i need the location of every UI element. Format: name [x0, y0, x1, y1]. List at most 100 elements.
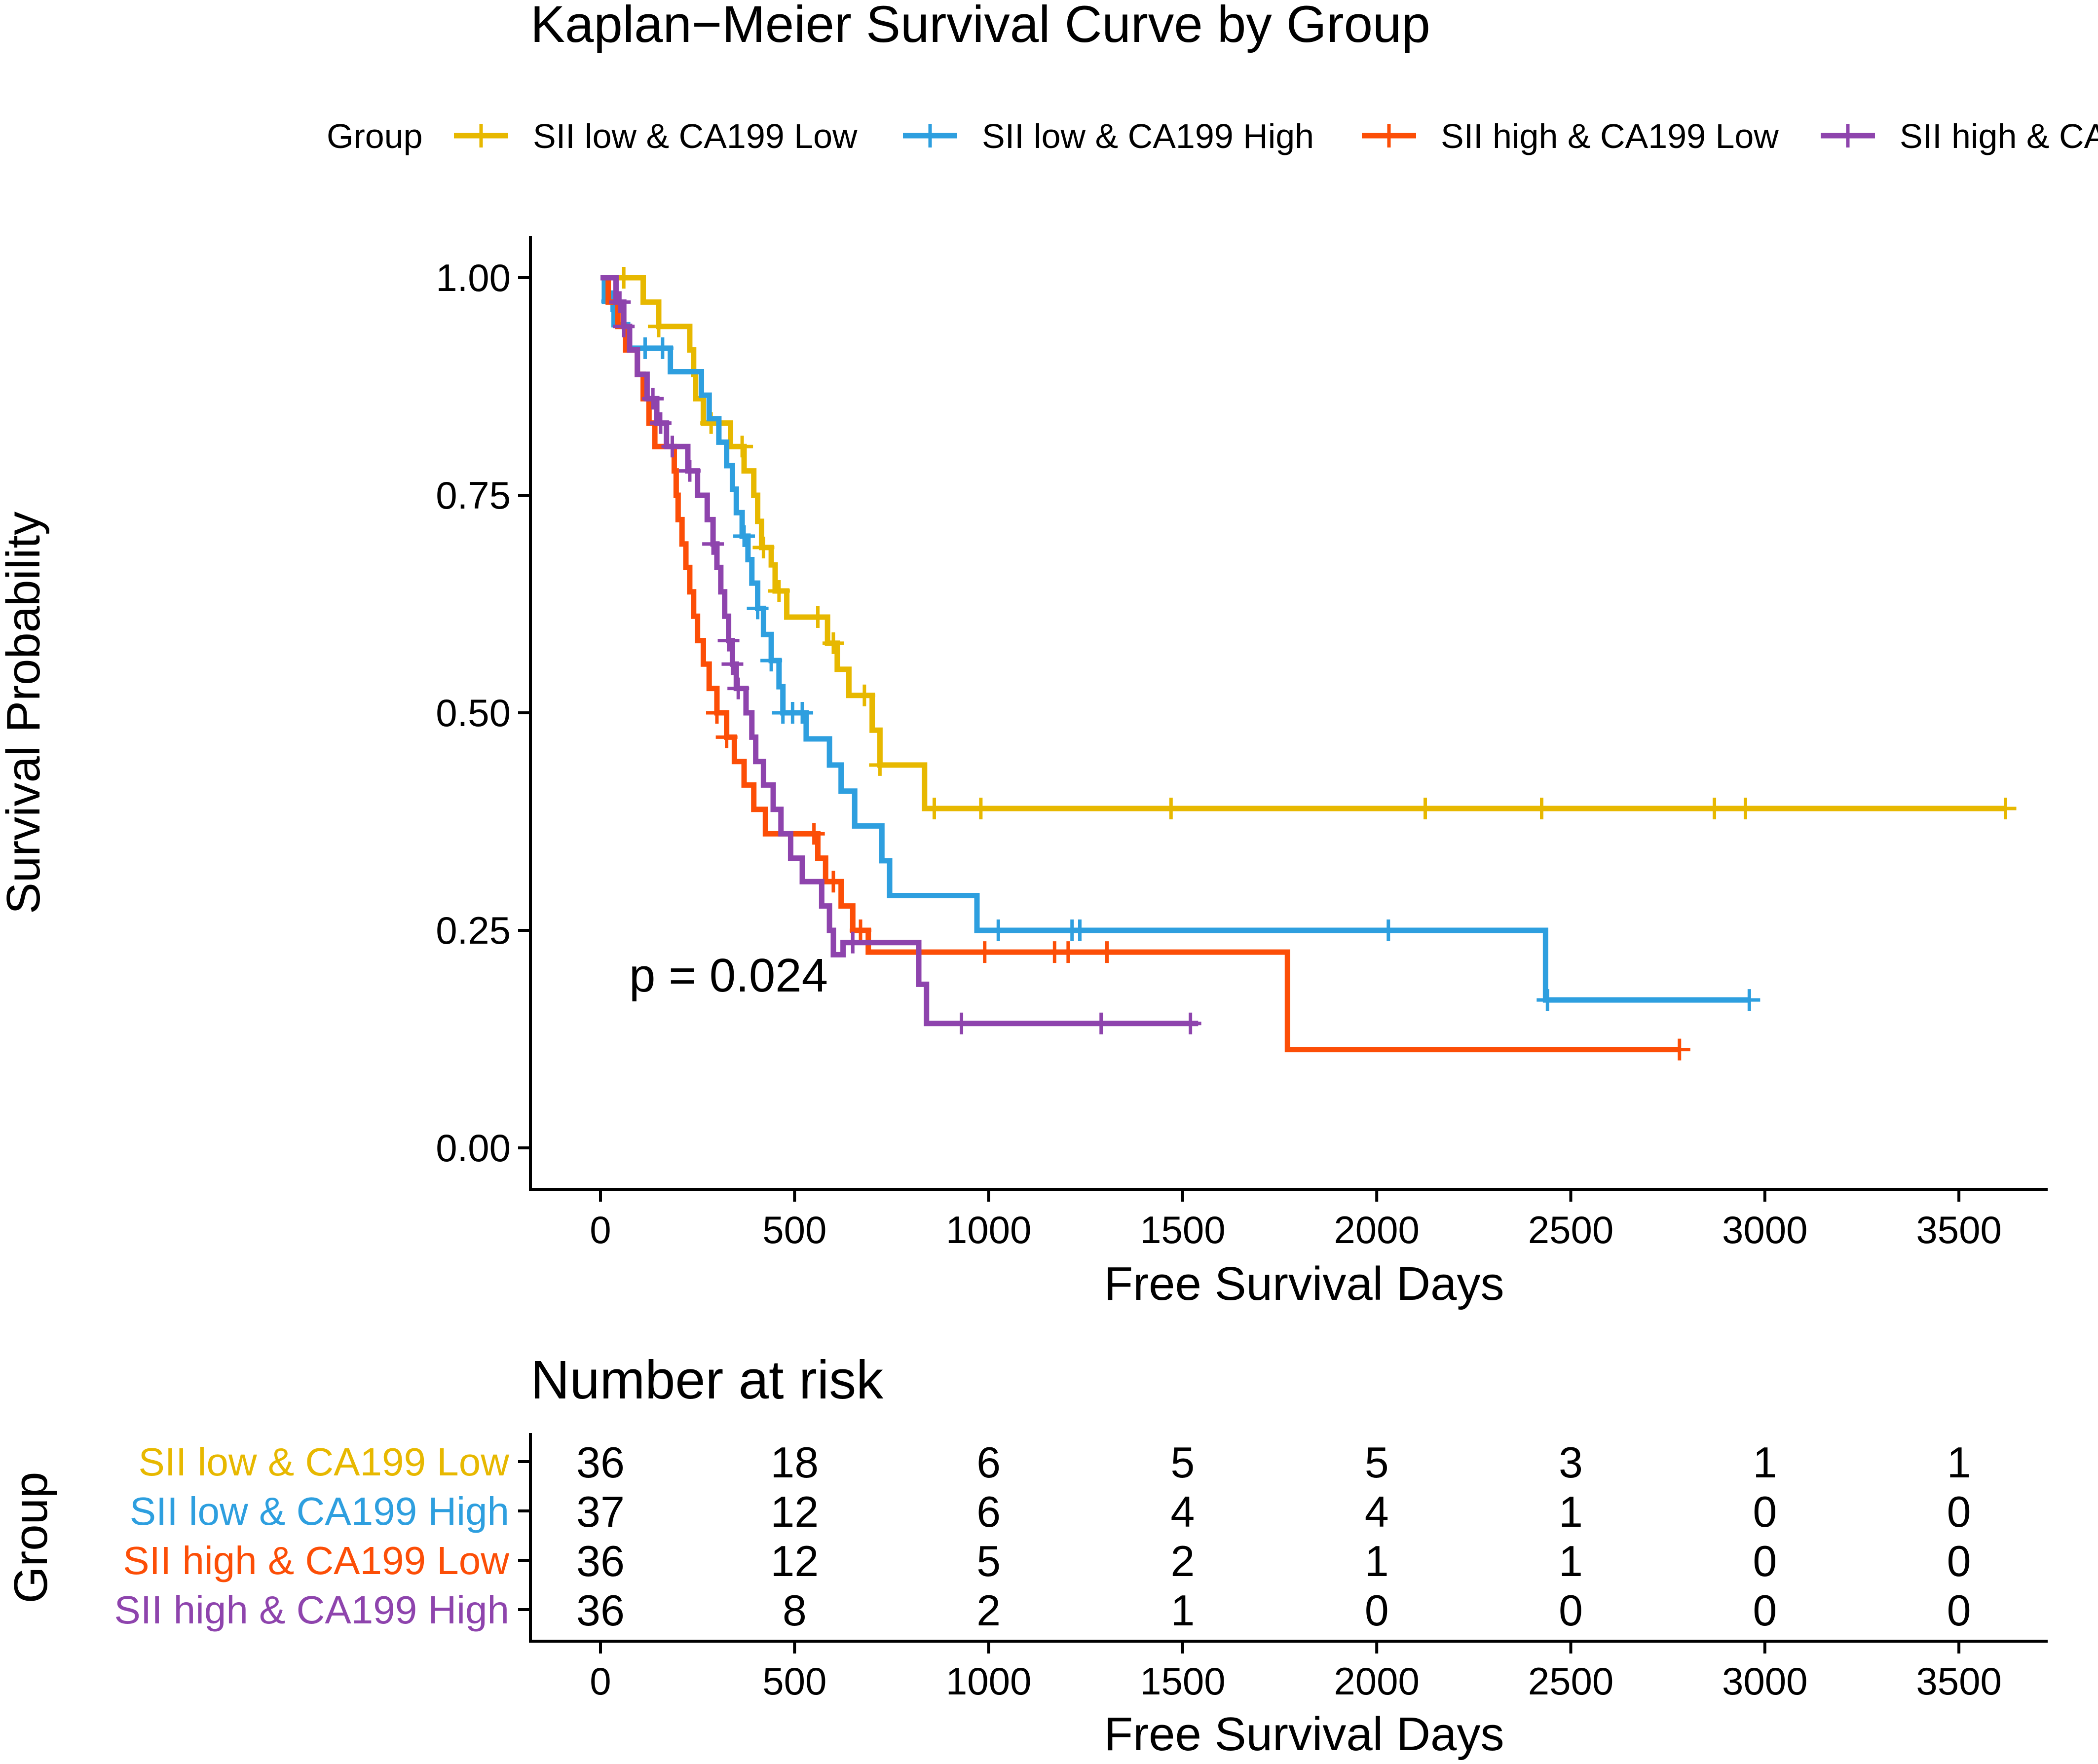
censor-mark-sii-low-ca199-low [923, 798, 945, 820]
censor-mark-sii-low-ca199-high [1536, 989, 1559, 1011]
risk-row-label-sii-high-ca199-low: SII high & CA199 Low [123, 1539, 509, 1582]
curve-sii-low-ca199-high [600, 275, 1750, 1003]
risk-count-sii-low-ca199-low: 18 [770, 1438, 819, 1487]
censor-mark-sii-high-ca199-high [678, 460, 701, 482]
censor-mark-sii-low-ca199-low [970, 798, 992, 820]
risk-count-sii-high-ca199-low: 5 [976, 1537, 1001, 1585]
censor-mark-sii-high-ca199-low [1668, 1038, 1690, 1061]
legend-item-sii-low-ca199-low: SII low & CA199 Low [454, 117, 858, 155]
legend-label: SII low & CA199 Low [533, 117, 858, 155]
censor-mark-sii-high-ca199-low [974, 941, 996, 963]
risk-x-tick-label: 0 [590, 1659, 611, 1703]
risk-count-sii-low-ca199-high: 12 [770, 1487, 819, 1536]
x-tick-label: 500 [762, 1208, 826, 1251]
x-tick-label: 1000 [946, 1208, 1032, 1251]
x-tick-label: 1500 [1140, 1208, 1226, 1251]
curve-sii-high-ca199-high [600, 275, 1199, 1027]
risk-row-label-sii-high-ca199-high: SII high & CA199 High [114, 1588, 509, 1632]
censor-mark-sii-high-ca199-high [661, 436, 683, 458]
censor-mark-sii-low-ca199-low [647, 315, 670, 337]
censor-mark-sii-low-ca199-low [731, 436, 753, 458]
censor-mark-sii-high-ca199-low [850, 919, 872, 941]
censor-mark-sii-low-ca199-low [752, 536, 775, 558]
risk-count-sii-high-ca199-high: 0 [1559, 1586, 1583, 1635]
risk-count-sii-high-ca199-high: 0 [1365, 1586, 1389, 1635]
risk-count-sii-low-ca199-low: 5 [1170, 1438, 1195, 1487]
risk-x-tick-label: 2500 [1528, 1659, 1614, 1703]
curve-sii-high-ca199-low [600, 275, 1680, 1053]
risk-table: Number at risk SII low & CA199 Low 36 18 6 5… [4, 1350, 2048, 1761]
x-tick-label: 0 [590, 1208, 611, 1251]
censor-mark-sii-high-ca199-high [721, 653, 744, 675]
risk-x-tick-label: 3500 [1916, 1659, 2002, 1703]
risk-count-sii-low-ca199-high: 0 [1753, 1487, 1777, 1536]
risk-count-sii-high-ca199-high: 8 [783, 1586, 807, 1635]
censor-mark-sii-low-ca199-high [733, 525, 755, 547]
censor-mark-sii-low-ca199-low [853, 684, 875, 706]
censor-mark-sii-low-ca199-low [768, 580, 790, 602]
risk-count-sii-high-ca199-low: 1 [1559, 1537, 1583, 1585]
censor-mark-sii-high-ca199-high [613, 315, 635, 337]
y-axis-title: Survival Probability [0, 512, 50, 914]
censor-mark-sii-low-ca199-high [987, 919, 1010, 941]
x-tick-label: 2000 [1334, 1208, 1420, 1251]
risk-count-sii-low-ca199-high: 1 [1559, 1487, 1583, 1536]
x-axis-title: Free Survival Days [1104, 1257, 1504, 1310]
x-tick-label: 3000 [1722, 1208, 1808, 1251]
risk-count-sii-low-ca199-high: 4 [1365, 1487, 1389, 1536]
x-tick-label: 2500 [1528, 1208, 1614, 1251]
y-tick-label: 0.50 [436, 691, 511, 735]
censor-mark-sii-high-ca199-high [727, 677, 749, 699]
p-value-annotation: p = 0.024 [629, 949, 828, 1002]
chart-title: Kaplan−Meier Survival Curve by Group [530, 0, 1430, 53]
risk-count-sii-low-ca199-low: 5 [1365, 1438, 1389, 1487]
risk-count-sii-high-ca199-low: 12 [770, 1537, 819, 1585]
risk-count-sii-low-ca199-low: 1 [1753, 1438, 1777, 1487]
censor-mark-sii-high-ca199-high [1090, 1012, 1112, 1034]
risk-count-sii-low-ca199-low: 3 [1559, 1438, 1583, 1487]
risk-count-sii-high-ca199-high: 2 [976, 1586, 1001, 1635]
risk-x-axis-title: Free Survival Days [1104, 1708, 1504, 1761]
censor-mark-sii-low-ca199-high [791, 702, 814, 724]
censor-mark-sii-high-ca199-low [1096, 941, 1118, 963]
censor-mark-sii-high-ca199-high [1179, 1012, 1201, 1034]
risk-x-tick-label: 2000 [1334, 1659, 1420, 1703]
legend-item-sii-high-ca199-high: SII high & CA199 High [1821, 117, 2098, 155]
censor-mark-sii-low-ca199-low [1994, 798, 2017, 820]
risk-y-axis-title: Group [4, 1472, 57, 1604]
x-tick-label: 3500 [1916, 1208, 2002, 1251]
risk-x-tick-label: 500 [762, 1659, 826, 1703]
risk-count-sii-low-ca199-low: 36 [576, 1438, 625, 1487]
risk-count-sii-high-ca199-low: 2 [1170, 1537, 1195, 1585]
censor-mark-sii-high-ca199-high [649, 412, 672, 434]
censor-mark-sii-high-ca199-low [715, 726, 738, 748]
risk-row-label-sii-low-ca199-low: SII low & CA199 Low [139, 1440, 510, 1484]
risk-count-sii-high-ca199-high: 1 [1170, 1586, 1195, 1635]
risk-count-sii-low-ca199-high: 37 [576, 1487, 625, 1536]
y-tick-label: 0.00 [436, 1126, 511, 1170]
censor-mark-sii-low-ca199-low [1531, 798, 1553, 820]
legend-item-sii-high-ca199-low: SII high & CA199 Low [1362, 117, 1779, 155]
risk-row-label-sii-low-ca199-high: SII low & CA199 High [130, 1489, 509, 1533]
censor-mark-sii-low-ca199-low [822, 632, 844, 654]
censor-mark-sii-high-ca199-low [822, 871, 844, 893]
censor-mark-sii-high-ca199-high [842, 931, 864, 954]
y-tick-label: 1.00 [436, 256, 511, 299]
censor-mark-sii-high-ca199-low [803, 823, 825, 845]
risk-count-sii-low-ca199-high: 4 [1170, 1487, 1195, 1536]
censor-mark-sii-high-ca199-high [717, 629, 740, 652]
legend-label: SII high & CA199 Low [1441, 117, 1779, 155]
risk-count-sii-low-ca199-low: 6 [976, 1438, 1001, 1487]
censor-mark-sii-low-ca199-high [1738, 989, 1761, 1011]
censor-mark-sii-low-ca199-high [1377, 919, 1399, 941]
risk-x-tick-label: 1500 [1140, 1659, 1226, 1703]
censor-mark-sii-low-ca199-low [807, 606, 829, 628]
risk-count-sii-high-ca199-high: 36 [576, 1586, 625, 1635]
censor-mark-sii-low-ca199-high [1069, 919, 1091, 941]
censor-mark-sii-low-ca199-low [1160, 798, 1182, 820]
y-tick-label: 0.75 [436, 474, 511, 517]
censor-mark-sii-high-ca199-high [642, 388, 664, 410]
risk-count-sii-high-ca199-low: 0 [1753, 1537, 1777, 1585]
censor-mark-sii-low-ca199-high [651, 337, 674, 359]
